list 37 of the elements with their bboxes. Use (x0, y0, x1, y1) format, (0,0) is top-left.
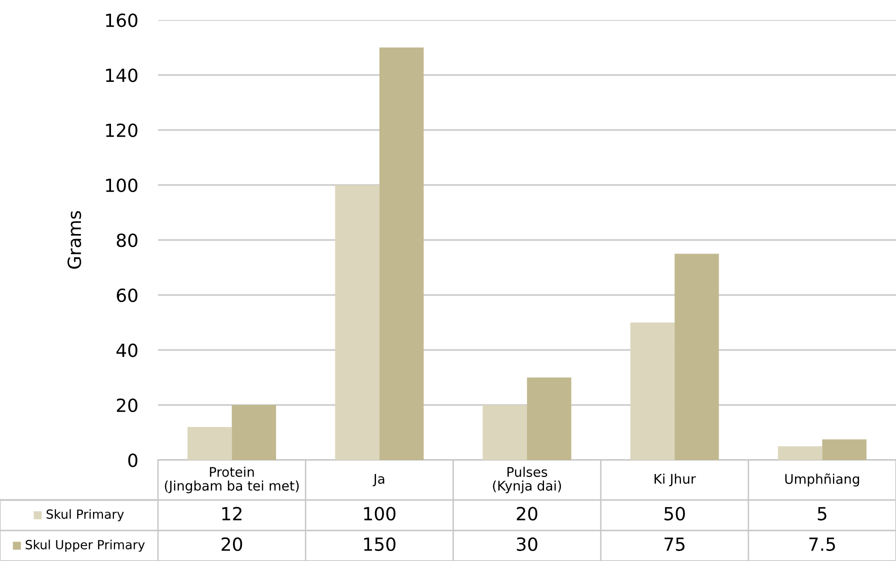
y-tick-label: 100 (106, 178, 138, 192)
y-tick-label: 80 (116, 233, 138, 248)
data-label: 12 (222, 506, 242, 520)
data-label: 100 (364, 506, 396, 520)
data-label: 20 (222, 537, 242, 551)
y-tick-label: 40 (116, 343, 138, 358)
bar (674, 254, 719, 460)
x-tick-label: Ki Jhur (654, 474, 696, 486)
bar (232, 405, 276, 460)
bar (335, 185, 380, 460)
bar (822, 439, 866, 460)
data-label: 75 (664, 538, 685, 551)
data-label: 5 (818, 507, 826, 520)
x-tick-label: Umphñiang (785, 474, 860, 486)
data-label: 30 (516, 537, 538, 551)
y-tick-label: 60 (116, 288, 138, 302)
data-label: 150 (364, 537, 396, 551)
legend-label: Skul Upper Primary (26, 540, 145, 552)
x-tick-label: Pulses (Kynja dai) (493, 466, 561, 494)
y-tick-label: 140 (106, 68, 138, 82)
bar (527, 378, 572, 460)
y-tick-label: 160 (106, 13, 138, 28)
y-tick-label: 0 (128, 453, 138, 468)
bar (188, 427, 232, 460)
x-tick-label: Protein (Jingbam ba tei met) (164, 466, 299, 494)
x-tick-label: Ja (372, 474, 384, 486)
legend-label: Skul Primary (46, 509, 124, 522)
bar (482, 405, 527, 460)
bar (630, 322, 675, 460)
bar (379, 48, 424, 460)
data-label: 20 (516, 506, 538, 520)
bar (778, 446, 822, 460)
y-tick-label: 120 (106, 123, 138, 138)
y-axis-title: Grams (67, 211, 82, 269)
data-label: 50 (664, 506, 685, 520)
data-label: 7.5 (809, 538, 835, 551)
y-tick-label: 20 (116, 398, 138, 412)
